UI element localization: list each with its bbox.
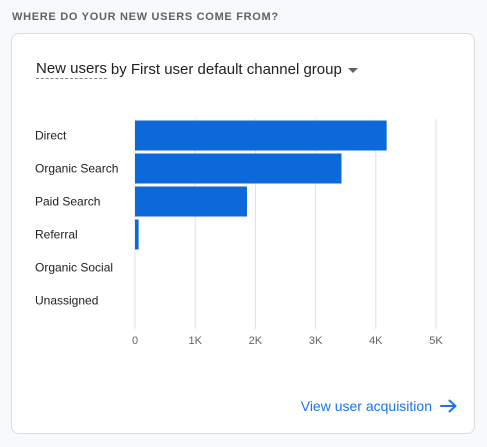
category-label: Organic Search xyxy=(35,162,118,176)
arrow-right-icon xyxy=(440,399,458,413)
x-tick-label: 3K xyxy=(309,335,323,347)
dimension-label: by First user default channel group xyxy=(110,61,342,78)
category-label: Referral xyxy=(35,228,78,242)
x-tick-label: 1K xyxy=(188,335,202,347)
bar-referral[interactable] xyxy=(135,219,139,250)
bar-direct[interactable] xyxy=(135,120,387,151)
category-labels: Direct Organic Search Paid Search Referral O… xyxy=(35,129,118,308)
category-label: Organic Social xyxy=(35,261,113,275)
view-user-acquisition-link[interactable]: View user acquisition xyxy=(301,398,458,414)
bars xyxy=(135,120,387,250)
new-users-card: New users by First user default channel … xyxy=(11,33,475,434)
category-label: Paid Search xyxy=(35,195,100,209)
bar-chart: Direct Organic Search Paid Search Referral O… xyxy=(35,119,443,347)
bar-paid-search[interactable] xyxy=(135,186,247,217)
metric-selector[interactable]: New users xyxy=(36,60,107,79)
x-tick-labels: 0 1K 2K 3K 4K 5K xyxy=(132,335,443,347)
x-tick-label: 5K xyxy=(429,335,443,347)
bar-organic-search[interactable] xyxy=(135,153,342,184)
caret-down-icon[interactable] xyxy=(347,68,358,73)
view-user-acquisition-label: View user acquisition xyxy=(300,398,432,414)
x-tick-label: 4K xyxy=(369,335,383,347)
category-label: Unassigned xyxy=(35,294,98,308)
x-tick-label: 0 xyxy=(132,335,138,347)
category-label: Direct xyxy=(35,129,67,143)
x-tick-label: 2K xyxy=(249,335,263,347)
section-title: WHERE DO YOUR NEW USERS COME FROM? xyxy=(12,11,279,23)
chart-title[interactable]: New users by First user default channel … xyxy=(36,60,358,79)
